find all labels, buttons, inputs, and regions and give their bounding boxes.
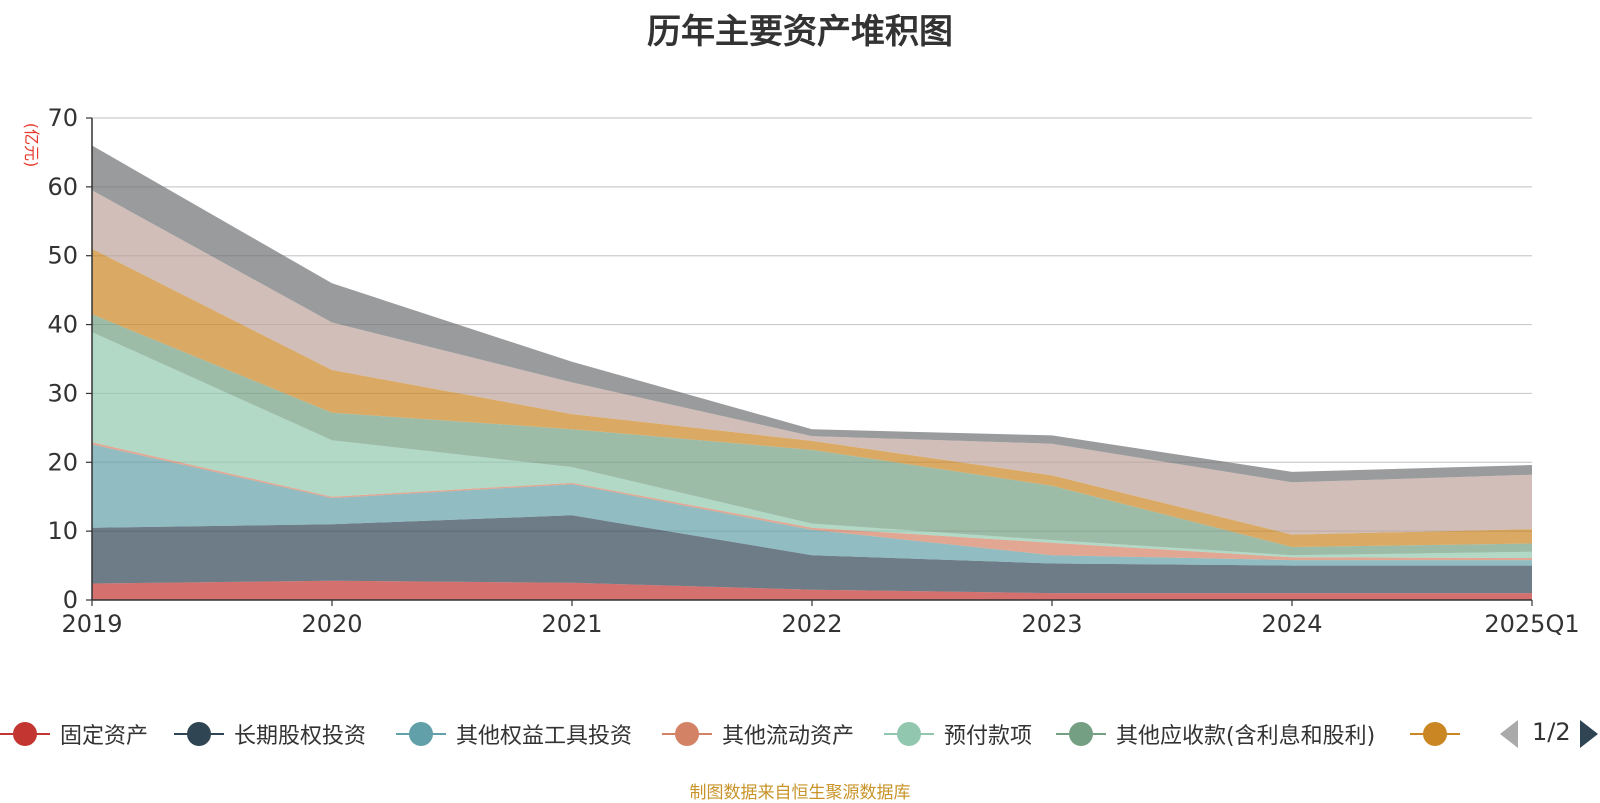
legend-marker-icon bbox=[0, 712, 50, 756]
chart-title: 历年主要资产堆积图 bbox=[647, 12, 953, 52]
legend-label: 长期股权投资 bbox=[234, 724, 367, 749]
y-tick-label: 20 bbox=[47, 448, 78, 476]
legend-item-1[interactable]: 固定资产 bbox=[0, 712, 148, 756]
y-tick-label: 60 bbox=[47, 173, 78, 201]
legend-item-3[interactable]: 其他权益工具投资 bbox=[396, 712, 632, 756]
legend-label: 固定资产 bbox=[60, 724, 149, 749]
area-series-3 bbox=[92, 444, 1532, 566]
y-axis-ticks: 0 10 20 30 40 50 60 70 bbox=[47, 104, 92, 614]
area-series-8 bbox=[92, 190, 1532, 535]
legend-item-2[interactable]: 长期股权投资 bbox=[174, 712, 366, 756]
legend-label: 其他权益工具投资 bbox=[456, 724, 633, 749]
legend-page-indicator: 1/2 bbox=[1532, 718, 1571, 746]
legend: 固定资产 长期股权投资 其他权益工具投资 其他流动资产 预付款项 其他应收款(含利息和股利… bbox=[0, 712, 1600, 756]
legend-item-4[interactable]: 其他流动资产 bbox=[662, 712, 854, 756]
area-series-9 bbox=[92, 145, 1532, 483]
y-tick-label: 30 bbox=[47, 379, 78, 407]
legend-prev-page-icon[interactable] bbox=[1500, 720, 1518, 748]
area-series-7 bbox=[92, 248, 1532, 548]
y-tick-label: 10 bbox=[47, 517, 78, 545]
legend-marker-icon bbox=[884, 712, 934, 756]
legend-item-6[interactable]: 其他应收款(含利息和股利) bbox=[1056, 712, 1375, 756]
legend-next-page-icon[interactable] bbox=[1580, 720, 1598, 748]
y-axis-unit-label: (亿元) bbox=[22, 123, 41, 168]
area-series-1 bbox=[92, 580, 1532, 600]
x-tick-label: 2022 bbox=[781, 610, 842, 638]
legend-label: 其他应收款(含利息和股利) bbox=[1116, 724, 1376, 749]
x-tick-label: 2025Q1 bbox=[1484, 610, 1579, 638]
y-tick-label: 70 bbox=[47, 104, 78, 132]
legend-marker-icon bbox=[174, 712, 224, 756]
x-tick-label: 2023 bbox=[1021, 610, 1082, 638]
x-tick-label: 2021 bbox=[541, 610, 602, 638]
y-tick-label: 50 bbox=[47, 242, 78, 270]
legend-marker-icon bbox=[1056, 712, 1106, 756]
legend-label: 其他流动资产 bbox=[722, 724, 855, 749]
legend-item-5[interactable]: 预付款项 bbox=[884, 712, 1032, 756]
x-axis-ticks: 2019 2020 2021 2022 2023 2024 2025Q1 bbox=[61, 600, 1580, 638]
area-series-6 bbox=[92, 314, 1532, 556]
y-tick-label: 0 bbox=[63, 586, 78, 614]
legend-item-7[interactable] bbox=[1410, 712, 1460, 756]
stacked-area-chart: 0 10 20 30 40 50 60 70 2019 2020 2021 2022 2023 2024… bbox=[22, 104, 1580, 638]
legend-marker-icon bbox=[1410, 712, 1460, 756]
y-tick-label: 40 bbox=[47, 311, 78, 339]
x-tick-label: 2020 bbox=[301, 610, 362, 638]
legend-label: 预付款项 bbox=[944, 724, 1033, 749]
area-series-2 bbox=[92, 515, 1532, 594]
area-series-group bbox=[92, 145, 1532, 600]
data-source-note: 制图数据来自恒生聚源数据库 bbox=[689, 783, 911, 803]
x-tick-label: 2024 bbox=[1261, 610, 1322, 638]
legend-marker-icon bbox=[396, 712, 446, 756]
legend-marker-icon bbox=[662, 712, 712, 756]
x-tick-label: 2019 bbox=[61, 610, 122, 638]
